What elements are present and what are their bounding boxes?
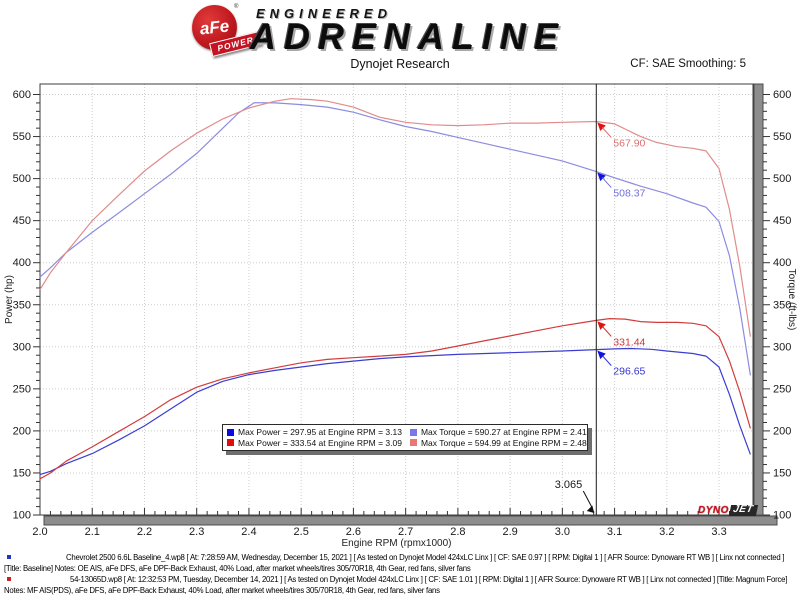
torque-tick-label: 300 [773,341,791,353]
marker-arrow-tail [601,127,612,138]
marker-value-label: 331.44 [613,336,645,348]
power-tick-label: 250 [13,383,31,395]
rpm-tick-label: 3.0 [555,526,570,538]
rpm-tick-label: 2.3 [189,526,204,538]
power-tick-label: 200 [13,425,31,437]
power-tick-label: 600 [13,89,31,101]
legend-label: Max Power = 333.54 at Engine RPM = 3.09 [238,437,402,448]
dynojet-logo-dyno: DYNO [698,504,729,516]
run-info-magnumforce: 54-13065D.wp8 [ At: 12:32:53 PM, Tuesday… [4,574,798,596]
torque-axis-bar [753,83,764,516]
power-tick-label: 350 [13,299,31,311]
run-notes: [Title: Baseline] Notes: OE AIS, aFe DFS… [4,564,471,573]
marker-arrow-tail [601,326,612,337]
rpm-tick-label: 2.2 [137,526,152,538]
legend-item-max-power-magnumforce: Max Power = 333.54 at Engine RPM = 3.09 [227,438,402,449]
run-file-info: Chevrolet 2500 6.6L Baseline_4.wp8 [ At:… [66,553,785,562]
brand-line-engineered: ENGINEERED [256,6,392,21]
rpm-tick-label: 3.3 [711,526,726,538]
legend-item-max-torque-baseline: Max Torque = 590.27 at Engine RPM = 2.41 [409,427,587,438]
legend-swatch-lightred [409,439,417,447]
rpm-tick-label: 2.9 [502,526,517,538]
power-axis-title: Power (hp) [4,275,15,324]
smoothing-label: CF: SAE Smoothing: 5 [630,58,746,70]
rpm-tick-label: 2.1 [85,526,100,538]
rpm-tick-label: 3.2 [659,526,674,538]
legend-item-max-power-baseline: Max Power = 297.95 at Engine RPM = 3.13 [227,427,402,438]
run-info-baseline: Chevrolet 2500 6.6L Baseline_4.wp8 [ At:… [4,552,798,574]
dynojet-logo: DYNO JET [698,504,758,516]
run-bullet-red [7,577,11,581]
marker-arrowhead-icon [597,122,606,132]
marker-arrowhead-icon [597,172,606,182]
run-info-footer: Chevrolet 2500 6.6L Baseline_4.wp8 [ At:… [4,552,798,596]
marker-value-label: 567.90 [613,138,645,150]
rpm-tick-label: 2.5 [294,526,309,538]
legend-label: Max Torque = 590.27 at Engine RPM = 2.41 [420,427,587,437]
marker-arrow-tail [601,355,612,366]
marker-value-label: 296.65 [613,366,645,378]
legend-box: Max Power = 297.95 at Engine RPM = 3.13 … [222,424,588,451]
afe-logo: aFe ® POWER ENGINEERED ADRENALINE [186,2,616,57]
legend-swatch-red [227,439,234,447]
marker-value-label: 508.37 [613,188,645,200]
cursor-arrowhead-icon [586,505,595,513]
curve-magnumforce_power [39,318,751,480]
torque-tick-label: 400 [773,257,791,269]
page-title: Dynojet Research [350,57,450,71]
rpm-tick-label: 2.4 [241,526,256,538]
rpm-tick-label: 2.0 [32,526,47,538]
power-tick-label: 150 [13,467,31,479]
legend-label: Max Torque = 594.99 at Engine RPM = 2.48 [420,437,587,448]
rpm-tick-label: 2.8 [450,526,465,538]
torque-tick-label: 350 [773,299,791,311]
registered-mark: ® [234,4,239,10]
curve-baseline_power [39,347,751,476]
torque-tick-label: 450 [773,215,791,227]
power-tick-label: 300 [13,341,31,353]
cursor-arrow-tail [582,490,593,509]
power-tick-label: 550 [13,131,31,143]
power-tick-label: 400 [13,257,31,269]
torque-tick-label: 550 [773,131,791,143]
rpm-tick-label: 2.7 [398,526,413,538]
legend-swatch-blue [227,428,234,436]
torque-tick-label: 150 [773,467,791,479]
x-axis-bar [43,515,778,526]
run-notes: Notes: MF AIS(PDS), aFe DFS, aFe DPF-Bac… [4,586,440,595]
marker-arrowhead-icon [597,321,606,330]
power-tick-label: 450 [13,215,31,227]
plot-border [39,83,754,516]
legend-item-max-torque-magnumforce: Max Torque = 594.99 at Engine RPM = 2.48 [409,437,587,449]
torque-tick-label: 200 [773,425,791,437]
torque-axis-title: Torque (ft-lbs) [786,269,797,331]
torque-tick-label: 250 [773,383,791,395]
torque-tick-label: 500 [773,173,791,185]
rpm-axis-title: Engine RPM (rpmx1000) [341,538,451,549]
curve-baseline_torque [39,102,751,376]
power-tick-label: 100 [13,510,31,522]
dynojet-logo-jet: JET [728,504,758,516]
run-file-info: 54-13065D.wp8 [ At: 12:32:53 PM, Tuesday… [70,575,788,584]
marker-arrowhead-icon [597,350,606,360]
power-tick-label: 500 [13,173,31,185]
torque-tick-label: 100 [773,510,791,522]
run-bullet-blue [7,555,11,559]
brand-line-adrenaline: ADRENALINE [250,16,567,57]
rpm-tick-label: 2.6 [346,526,361,538]
torque-tick-label: 600 [773,89,791,101]
legend-swatch-lightblue [409,428,417,436]
cursor-rpm-label: 3.065 [555,479,583,491]
marker-arrow-tail [601,177,612,188]
curve-magnumforce_torque [39,98,751,337]
legend-label: Max Power = 297.95 at Engine RPM = 3.13 [238,427,402,437]
rpm-tick-label: 3.1 [607,526,622,538]
